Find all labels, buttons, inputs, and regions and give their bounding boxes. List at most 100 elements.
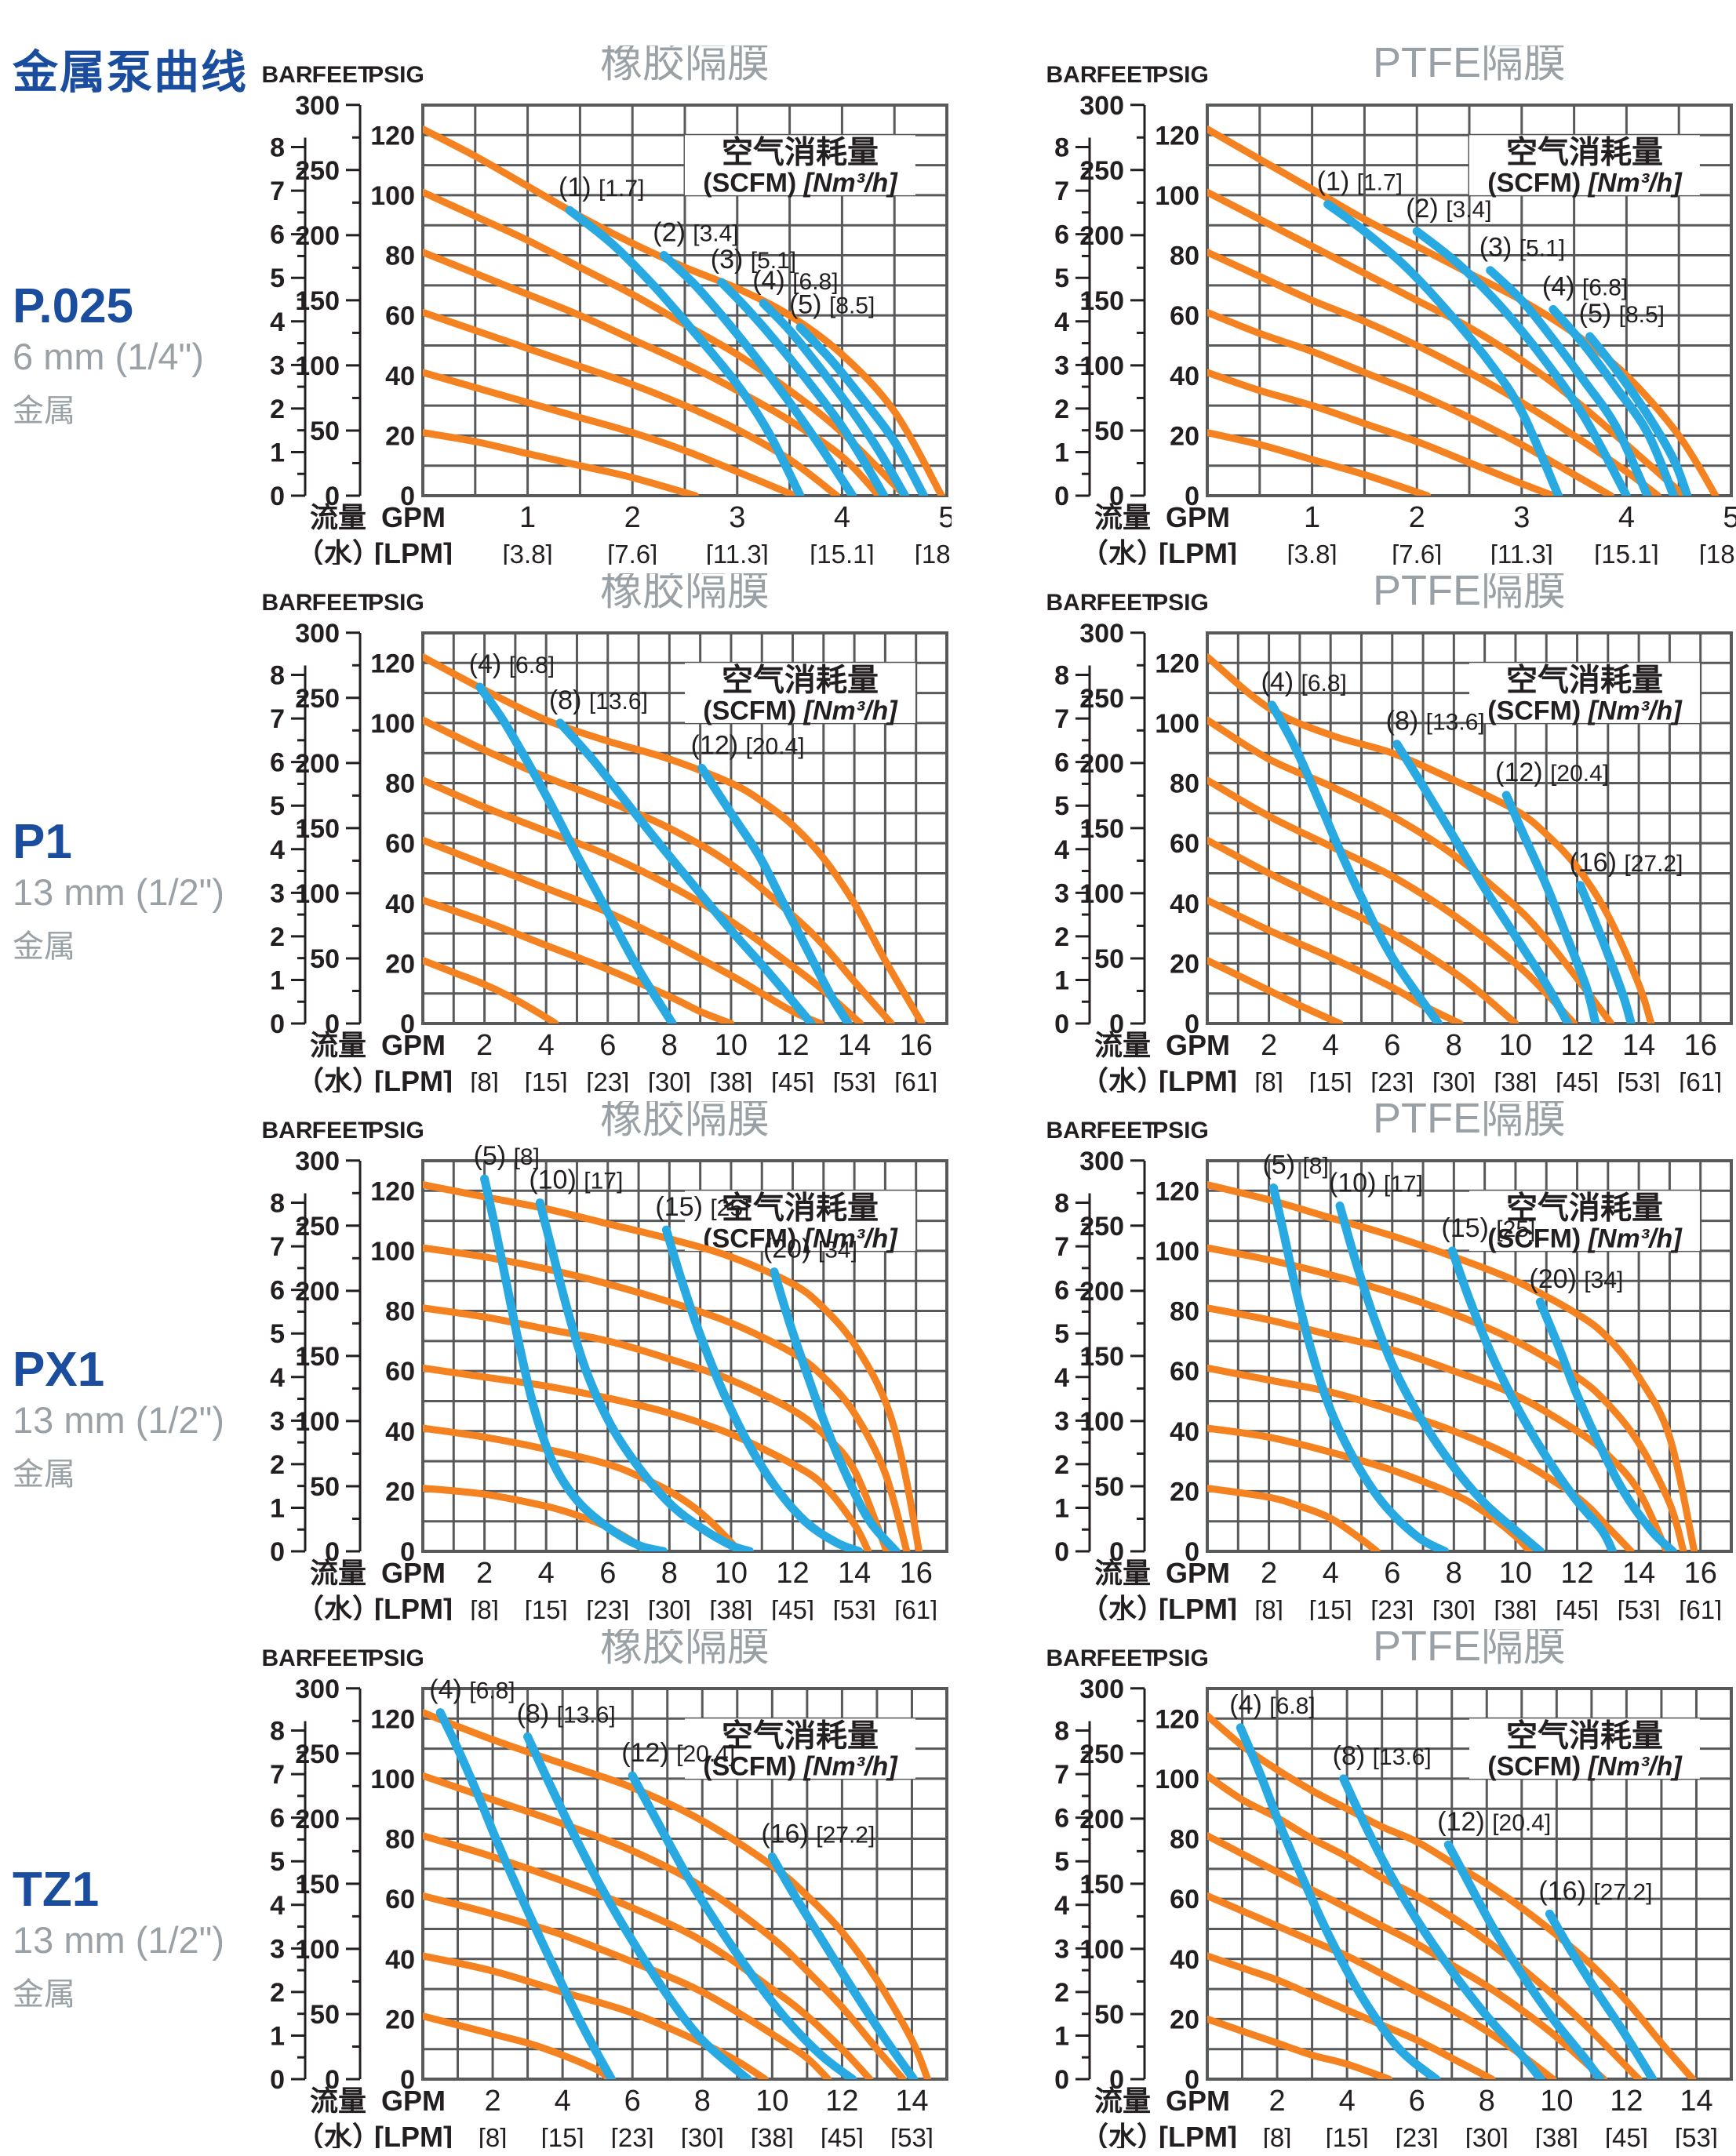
pump-curve-60psig <box>423 1364 872 1551</box>
pump-model-name: PX1 <box>13 1343 105 1397</box>
gpm-tick-label: 12 <box>776 1557 809 1590</box>
bar-tick-label: 4 <box>1054 1363 1069 1393</box>
feet-tick-label: 150 <box>295 814 340 844</box>
pump-curve-60psig <box>1207 1364 1635 1551</box>
curves <box>423 653 926 1023</box>
flow-label: 流量 <box>310 2085 366 2117</box>
air-curve-(2) <box>659 251 857 496</box>
pump-curve-80psig <box>423 1304 890 1551</box>
feet-tick-label: 0 <box>325 2065 340 2095</box>
psig-tick-label: 60 <box>1170 829 1199 859</box>
air-curve-label-(20): (20) [34] <box>763 1234 857 1264</box>
air-curve-label-(5): (5) [8.5] <box>789 289 875 319</box>
air-curve-(20) <box>1535 1297 1677 1551</box>
gpm-tick-label: 16 <box>1684 1557 1717 1590</box>
pump-model-name: TZ1 <box>13 1863 100 1917</box>
air-note-title: 空气消耗量 <box>1506 136 1663 170</box>
lpm-tick-label: [61] <box>1679 1595 1722 1620</box>
chart-title: PTFE隔膜 <box>1373 573 1566 614</box>
psig-tick-label: 0 <box>400 1537 415 1567</box>
psig-axis-header: PSIG <box>1152 1645 1209 1671</box>
gpm-tick-label: 14 <box>838 1029 871 1062</box>
feet-tick-label: 50 <box>1094 2000 1124 2030</box>
air-curve-(4) <box>1236 1723 1441 2079</box>
lpm-axis-header: [LPM] <box>374 537 453 565</box>
feet-tick-label: 0 <box>1109 2065 1124 2095</box>
bar-tick-label: 6 <box>270 1276 285 1306</box>
psig-tick-label: 80 <box>385 242 415 271</box>
gpm-tick-label: 14 <box>1622 1029 1655 1062</box>
bar-tick-label: 2 <box>1054 1978 1069 2008</box>
bar-tick-label: 5 <box>1054 1847 1069 1877</box>
feet-tick-label: 100 <box>295 1407 340 1437</box>
psig-tick-label: 40 <box>1170 889 1199 919</box>
gpm-tick-label: 3 <box>729 501 745 534</box>
lpm-tick-label: [53] <box>1618 1595 1661 1620</box>
air-curve-(1) <box>1323 199 1563 496</box>
lpm-tick-label: [61] <box>894 1595 937 1620</box>
lpm-tick-label: [23] <box>1396 2123 1439 2148</box>
psig-tick-label: 0 <box>400 482 415 511</box>
air-curve-label-(3): (3) [5.1] <box>711 245 796 274</box>
bar-tick-label: 8 <box>270 133 285 163</box>
lpm-tick-label: [8] <box>1254 1595 1283 1620</box>
lpm-tick-label: [38] <box>1494 1595 1537 1620</box>
air-note-box <box>1469 135 1700 195</box>
feet-tick-label: 100 <box>295 351 340 381</box>
bar-tick-label: 0 <box>1054 2065 1069 2095</box>
gpm-axis-header: GPM <box>1166 1029 1230 1061</box>
pump-port-size: 13 mm (1/2") <box>13 1399 225 1442</box>
lpm-tick-label: [30] <box>1432 1595 1476 1620</box>
gpm-axis-header: GPM <box>381 1029 446 1061</box>
bar-axis-header: BAR <box>262 1118 313 1143</box>
feet-tick-label: 300 <box>1079 91 1124 121</box>
psig-tick-label: 120 <box>1155 649 1199 678</box>
lpm-tick-label: [38] <box>1535 2123 1578 2148</box>
bar-tick-label: 0 <box>270 2065 285 2095</box>
lpm-tick-label: [23] <box>1370 1595 1414 1620</box>
pump-curve-120psig <box>423 653 926 1023</box>
psig-axis-header: PSIG <box>1152 590 1209 616</box>
pump-curve-80psig <box>1207 249 1661 496</box>
lpm-tick-label: [8] <box>470 1595 499 1620</box>
lpm-axis-header: [LPM] <box>1159 2121 1237 2148</box>
bar-tick-label: 3 <box>270 1406 285 1436</box>
psig-tick-label: 100 <box>1155 709 1199 739</box>
feet-tick-label: 100 <box>1079 1935 1124 1965</box>
feet-tick-label: 300 <box>295 619 340 649</box>
bar-tick-label: 3 <box>1054 878 1069 908</box>
air-curve-label-(15): (15) [25] <box>655 1192 749 1222</box>
flow-label-2: （水） <box>296 537 380 565</box>
pump-model-info: P.025 6 mm (1/4") 金属 <box>13 281 260 431</box>
air-curve-(4) <box>435 1708 616 2079</box>
psig-tick-label: 100 <box>370 181 415 211</box>
psig-tick-label: 120 <box>1155 1704 1199 1734</box>
air-note-units: (SCFM) [Nm³/h] <box>1487 1223 1683 1253</box>
bar-tick-label: 3 <box>1054 1406 1069 1436</box>
pump-curve-60psig <box>1207 308 1614 496</box>
bar-tick-label: 1 <box>1054 2021 1069 2051</box>
flow-label: 流量 <box>310 1557 366 1589</box>
lpm-tick-label: [38] <box>751 2123 794 2148</box>
gpm-tick-label: 4 <box>1339 2085 1356 2118</box>
lpm-tick-label: [53] <box>1618 1067 1661 1093</box>
bar-axis-header: BAR <box>1046 1645 1097 1671</box>
plot-border <box>1206 1687 1733 2081</box>
feet-tick-label: 0 <box>325 1009 340 1039</box>
feet-tick-label: 200 <box>1079 1805 1124 1834</box>
gpm-tick-label: 14 <box>895 2085 928 2118</box>
pump-curve-60psig <box>1207 1892 1557 2079</box>
gpm-tick-label: 6 <box>599 1557 616 1590</box>
psig-tick-label: 120 <box>370 1704 415 1734</box>
lpm-tick-label: [53] <box>833 1595 876 1620</box>
feet-tick-label: 250 <box>295 1740 340 1769</box>
pump-row-p025: P.025 6 mm (1/4") 金属 橡胶隔膜 BAR FEET PSIG 8 7 6 5… <box>0 45 1736 573</box>
bar-tick-label: 0 <box>1054 1009 1069 1039</box>
pump-curve-20psig <box>423 429 699 496</box>
gpm-tick-label: 2 <box>484 2085 500 2118</box>
air-curve-(12) <box>1443 1840 1605 2079</box>
air-note-box <box>685 1191 915 1251</box>
air-curve-label-(10): (10) [17] <box>1329 1168 1423 1198</box>
air-curve-label-(16): (16) [27.2] <box>1538 1876 1652 1906</box>
